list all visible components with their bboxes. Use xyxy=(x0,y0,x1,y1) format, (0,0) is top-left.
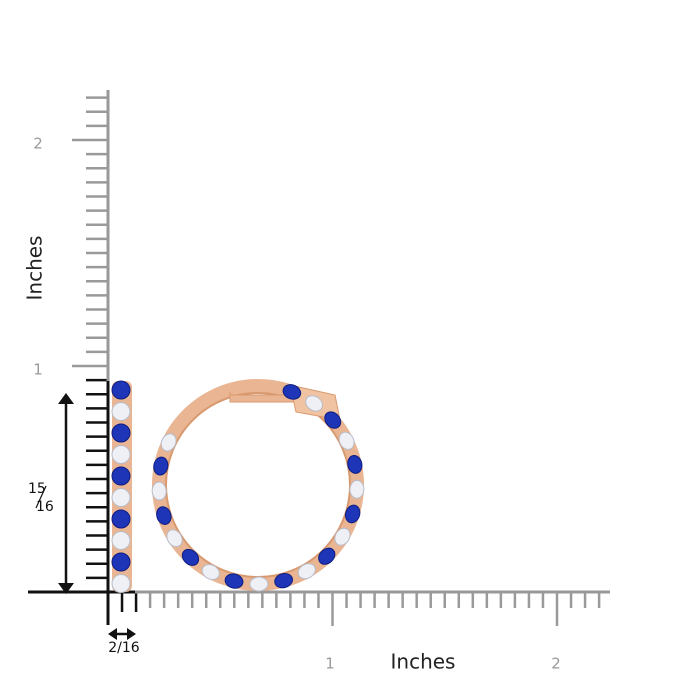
stone xyxy=(349,479,365,499)
stone xyxy=(111,531,131,550)
stone xyxy=(111,423,131,443)
stone xyxy=(181,548,200,566)
stone xyxy=(344,504,361,524)
stone xyxy=(151,481,167,501)
height-denominator: 16 xyxy=(36,499,54,515)
stone xyxy=(324,411,342,429)
stone xyxy=(111,466,131,486)
stone xyxy=(297,563,316,580)
stone xyxy=(160,433,177,452)
stone xyxy=(249,576,269,592)
stone xyxy=(201,564,220,581)
y-title: Inches xyxy=(23,236,47,301)
x-label: 1 xyxy=(325,655,335,673)
y-label: 1 xyxy=(33,361,43,379)
stone xyxy=(305,395,323,412)
x-label: 2 xyxy=(551,655,561,673)
y-label: 2 xyxy=(33,135,43,153)
stone xyxy=(166,529,183,548)
ruler-ticks xyxy=(72,96,601,626)
stone xyxy=(111,574,131,593)
stone xyxy=(274,572,294,589)
stone xyxy=(334,527,351,546)
stone xyxy=(111,552,131,572)
front-stones xyxy=(151,384,365,592)
stone xyxy=(156,506,172,525)
stone xyxy=(318,547,336,565)
stone xyxy=(153,456,169,476)
side-stones xyxy=(111,380,131,593)
stone xyxy=(224,573,244,589)
stone xyxy=(111,380,131,400)
stone xyxy=(338,431,355,450)
stone xyxy=(111,488,131,507)
fraction-slash xyxy=(35,485,47,509)
stone xyxy=(282,384,302,400)
stone xyxy=(111,509,131,529)
x-title: Inches xyxy=(391,650,456,674)
height-numerator: 15 xyxy=(28,481,46,497)
width-label: 2/16 xyxy=(108,640,140,656)
stone xyxy=(111,402,131,421)
arrow-heads xyxy=(108,628,136,640)
stone xyxy=(347,454,363,474)
stone xyxy=(111,445,131,464)
